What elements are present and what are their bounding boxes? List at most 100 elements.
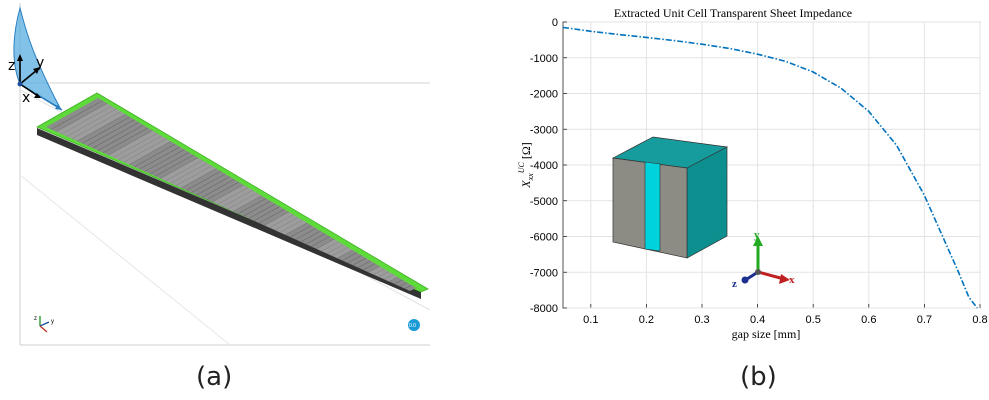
- strip-line: [368, 265, 380, 273]
- strip-line: [212, 184, 244, 203]
- caption-b: (b): [740, 362, 777, 392]
- axis-label-z: z: [8, 58, 15, 74]
- strip-line: [217, 187, 249, 205]
- strip-line: [399, 282, 408, 287]
- triad-label-y: y: [754, 229, 760, 241]
- strip-band: [108, 130, 171, 165]
- axis-label-x: x: [22, 90, 30, 106]
- strip-line: [347, 255, 362, 264]
- strip-line: [321, 241, 339, 252]
- x-tick-labels: 0.1 0.2 0.3 0.4 0.5 0.6 0.7 0.8: [583, 314, 987, 326]
- triad-label-z: z: [732, 278, 737, 290]
- strip-line: [279, 219, 303, 233]
- y-axis-label: XxxUC [Ω]: [517, 142, 535, 189]
- strip-line: [77, 113, 126, 142]
- strip-band: [368, 266, 398, 282]
- strip-line: [300, 230, 321, 243]
- triad-label-x: x: [789, 274, 795, 286]
- strip-line: [181, 168, 217, 189]
- strip-line: [227, 192, 258, 210]
- cube-gap: [644, 161, 661, 252]
- strip-line: [389, 276, 398, 282]
- strip-line: [160, 157, 199, 179]
- strip-line: [149, 151, 190, 175]
- strip-line: [66, 108, 117, 137]
- strip-line: [56, 103, 108, 133]
- strip-line: [113, 132, 158, 158]
- y-tick-labels: 0 -1000 -2000 -3000 -4000 -5000 -6000 -7000 -800…: [530, 17, 558, 315]
- strip-shading: [56, 103, 398, 282]
- strip-line: [123, 138, 167, 163]
- strip-line: [290, 225, 312, 238]
- strip-line: [71, 111, 121, 140]
- axis-triad: [17, 54, 41, 98]
- strip-line: [191, 173, 226, 193]
- y-tick-label: -8000: [530, 303, 558, 315]
- y-tick-label: -3000: [530, 124, 558, 136]
- strip-line: [170, 162, 208, 184]
- view-badge[interactable]: [408, 319, 420, 331]
- strip-band: [212, 184, 262, 212]
- y-tick-label: -6000: [530, 232, 558, 244]
- view-guide-diagonal-2: [19, 174, 231, 346]
- strip-line: [233, 195, 262, 212]
- strip-line: [404, 284, 412, 290]
- x-tick-label: 0.5: [806, 314, 821, 326]
- strip-region: [46, 98, 416, 291]
- strip-line: [269, 214, 294, 229]
- strip-line: [207, 181, 239, 200]
- chart-axis-triad: [741, 236, 790, 284]
- x-tick-label: 0.6: [861, 314, 876, 326]
- mini-axis-triad: [39, 316, 50, 333]
- strip-line: [118, 135, 162, 161]
- strip-lines: [51, 100, 412, 290]
- strip-line: [129, 141, 171, 165]
- y-tick-label: -5000: [530, 196, 558, 208]
- x-tick-label: 0.3: [694, 314, 709, 326]
- strip-line: [373, 268, 385, 275]
- strip-band: [160, 157, 217, 188]
- y-tick-label: -7000: [530, 267, 558, 279]
- strip-line: [97, 124, 144, 151]
- strip-line: [139, 146, 180, 170]
- impedance-chart: Extracted Unit Cell Transparent Sheet Im…: [517, 6, 988, 341]
- strip-line: [82, 116, 130, 144]
- panel-a-model-view: z y x z y 0.0: [0, 0, 440, 350]
- strip-line: [51, 100, 103, 130]
- strip-line: [378, 271, 389, 278]
- strip-line: [92, 122, 140, 149]
- mini-axis-z: z: [34, 316, 37, 322]
- strip-line: [259, 208, 285, 224]
- strip-line: [337, 249, 353, 259]
- view-badge-label: 0.0: [409, 323, 416, 329]
- caption-a: (a): [196, 362, 233, 392]
- x-tick-label: 0.2: [639, 314, 654, 326]
- strip-line: [264, 211, 289, 226]
- strip-line: [357, 260, 371, 268]
- model-view-canvas: z y x z y 0.0: [8, 3, 431, 346]
- x-tick-label: 0.7: [917, 314, 932, 326]
- y-tick-label: -4000: [530, 160, 558, 172]
- x-tick-label: 0.4: [750, 314, 765, 326]
- strip-line: [165, 160, 203, 182]
- strip-line: [155, 154, 194, 177]
- strip-line: [222, 189, 253, 208]
- strip-line: [363, 263, 376, 271]
- strip-line: [326, 244, 344, 254]
- mini-axis-y: y: [51, 319, 54, 325]
- x-tick-label: 0.8: [972, 314, 987, 326]
- strip-line: [383, 274, 394, 280]
- strip-line: [103, 127, 149, 154]
- strip-band: [264, 212, 307, 235]
- chart-title: Extracted Unit Cell Transparent Sheet Im…: [614, 6, 852, 20]
- strip-line: [186, 170, 221, 191]
- strip-line: [87, 119, 135, 147]
- strip-line: [295, 227, 317, 240]
- sheet-base: [37, 128, 421, 299]
- y-tick-label: -2000: [530, 89, 558, 101]
- panel-b-impedance-chart: Extracted Unit Cell Transparent Sheet Im…: [500, 0, 989, 350]
- strip-band: [56, 103, 126, 142]
- strip-line: [196, 176, 230, 196]
- strip-line: [274, 217, 299, 231]
- strip-line: [253, 206, 280, 222]
